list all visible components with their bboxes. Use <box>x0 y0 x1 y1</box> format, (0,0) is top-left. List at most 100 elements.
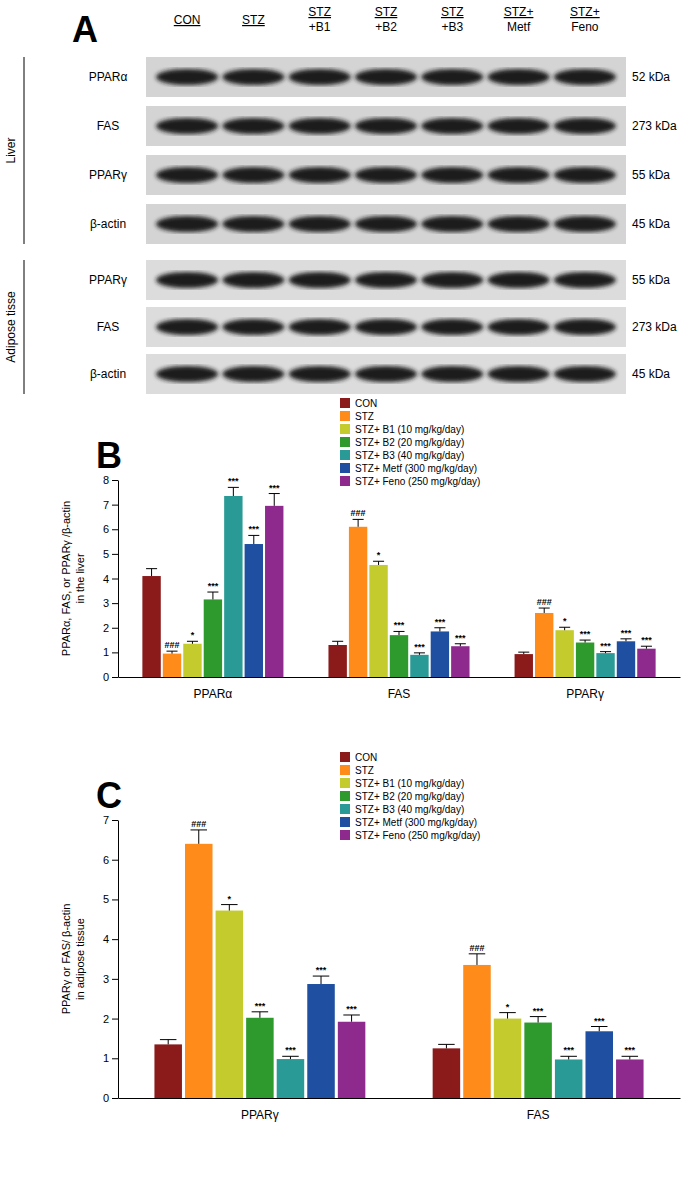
bar <box>463 965 491 1098</box>
bar <box>328 645 346 677</box>
bar <box>154 1044 182 1098</box>
y-axis-title: in adipose tissue <box>74 918 86 1000</box>
y-tick-group: 8 <box>103 474 118 486</box>
significance: *** <box>621 628 632 638</box>
blot-band <box>289 319 351 335</box>
column-header: STZ <box>441 5 464 19</box>
plot-marks <box>154 830 643 1098</box>
column-header: STZ+ <box>504 5 534 19</box>
error-bar <box>393 631 404 635</box>
error-bar <box>539 608 550 613</box>
x-tick-group: FAS <box>527 1108 550 1122</box>
blot-band <box>222 216 284 232</box>
group-label: Adipose tisse <box>4 291 18 363</box>
error-bar <box>499 1013 516 1019</box>
legend-swatch <box>340 463 350 473</box>
legend-label: STZ+ B2 (20 mg/kg/day) <box>355 437 464 448</box>
y-tick <box>112 677 118 678</box>
significance: ### <box>469 943 484 953</box>
x-tick-label: PPARα <box>194 687 233 701</box>
y-tick-group: 4 <box>103 573 118 585</box>
error-bar <box>343 1015 360 1022</box>
y-tick-group: 6 <box>103 854 118 866</box>
bar <box>204 599 222 677</box>
error-bar <box>166 651 177 653</box>
y-tick-group: 5 <box>103 893 118 905</box>
significance: *** <box>580 629 591 639</box>
significance: ### <box>165 640 180 650</box>
significance: *** <box>414 642 425 652</box>
column-header: +B2 <box>375 20 397 34</box>
x-axis: PPARαFASPPARγ <box>119 678 681 701</box>
y-axis: 012345678 <box>103 474 119 683</box>
bar <box>338 1022 366 1098</box>
y-tick <box>112 652 118 653</box>
y-tick <box>112 820 118 821</box>
blot-band <box>554 118 616 134</box>
blot-band <box>487 118 549 134</box>
x-tick-group: PPARγ <box>241 1108 279 1122</box>
error-bar <box>282 1056 299 1059</box>
significance: ### <box>191 819 206 829</box>
legend-swatch <box>340 804 350 814</box>
error-bar <box>207 592 218 599</box>
error-bar <box>160 1040 177 1045</box>
significance: *** <box>533 1006 544 1016</box>
y-tick-label: 5 <box>103 548 109 560</box>
y-tick-label: 2 <box>103 1013 109 1025</box>
legend-label: STZ+ B1 (10 mg/kg/day) <box>355 424 464 435</box>
error-bar <box>580 640 591 642</box>
y-tick-label: 0 <box>103 1092 109 1104</box>
y-tick <box>112 579 118 580</box>
bar <box>224 496 242 677</box>
significance: * <box>191 630 195 640</box>
significance: *** <box>285 1045 296 1055</box>
bar <box>183 644 201 677</box>
blot-band <box>487 216 549 232</box>
protein-label: PPARγ <box>89 273 127 287</box>
protein-label: PPARα <box>89 70 128 84</box>
column-header: Feno <box>571 20 599 34</box>
error-bar <box>455 644 466 646</box>
blot-band <box>487 167 549 183</box>
column-header: +B1 <box>309 20 331 34</box>
blot-band <box>355 216 417 232</box>
y-tick-group: 6 <box>103 523 118 535</box>
x-tick-label: PPARγ <box>241 1108 279 1122</box>
blot-band <box>156 366 218 382</box>
error-bar <box>469 954 486 965</box>
group-bracket <box>24 57 25 244</box>
y-tick-label: 3 <box>103 597 109 609</box>
significance: *** <box>455 633 466 643</box>
blot-band <box>421 272 483 288</box>
x-tick-group: PPARγ <box>566 687 604 701</box>
x-tick-label: PPARγ <box>566 687 604 701</box>
bar <box>451 646 469 677</box>
blot-strip <box>146 57 626 97</box>
blot-band <box>355 319 417 335</box>
legend-label: STZ <box>355 765 374 776</box>
error-bar <box>269 494 280 506</box>
error-bar <box>191 830 208 844</box>
blot-band <box>355 118 417 134</box>
y-tick-label: 4 <box>103 573 109 585</box>
panel-label: B <box>96 435 122 476</box>
legend-swatch <box>340 752 350 762</box>
bar <box>637 649 655 677</box>
y-axis: 01234567 <box>103 814 119 1104</box>
y-tick <box>112 554 118 555</box>
bar <box>265 506 283 677</box>
significance: * <box>228 894 232 904</box>
blot-band <box>487 366 549 382</box>
protein-label: β-actin <box>90 367 126 381</box>
blot-band <box>156 272 218 288</box>
legend-swatch <box>340 424 350 434</box>
blot-band <box>554 272 616 288</box>
protein-label: FAS <box>97 320 120 334</box>
bar <box>349 527 367 677</box>
blot-band <box>289 118 351 134</box>
legend-label: STZ+ Metf (300 mg/kg/day) <box>355 817 477 828</box>
y-tick-label: 8 <box>103 474 109 486</box>
size-label: 45 kDa <box>632 367 670 381</box>
error-bar <box>146 569 157 576</box>
